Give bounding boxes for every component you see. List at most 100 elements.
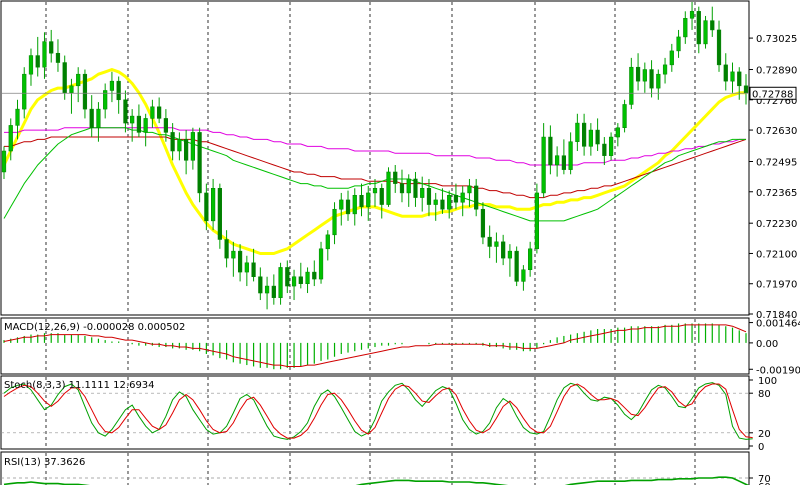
candle [743, 74, 749, 105]
candle-body [76, 73, 81, 87]
candle [440, 188, 445, 214]
candle-body [629, 66, 634, 105]
candle [271, 274, 276, 305]
candle-body [575, 122, 580, 142]
candle-body [1, 150, 7, 173]
candle [224, 230, 229, 268]
candle [595, 118, 600, 152]
candle [534, 183, 539, 254]
candle [413, 171, 418, 207]
candle [676, 29, 681, 58]
candle [426, 178, 432, 217]
macd-tick-label: 0.001464 [756, 319, 800, 330]
rsi-title: RSI(13) 37.3626 [4, 457, 85, 468]
candle-body [157, 106, 162, 119]
candle-body [184, 139, 189, 161]
candle-body [514, 250, 519, 282]
candle [555, 146, 560, 177]
candle-body [460, 192, 465, 203]
candle-body [669, 50, 674, 66]
candle [629, 57, 634, 110]
candle [258, 267, 263, 301]
candle-body [35, 55, 40, 68]
candle [184, 130, 189, 175]
candle-body [413, 178, 418, 198]
candle-body [264, 285, 270, 294]
candle-body [501, 241, 506, 259]
candle [723, 53, 728, 91]
candle [345, 190, 351, 221]
candle-body [312, 271, 317, 280]
rsi-panel: RSI(13) 37.3626 7060 [0, 451, 771, 485]
candle-body [339, 199, 344, 210]
stoch-panel-frame [0, 375, 750, 450]
candle [130, 109, 135, 142]
price-axis: 0.73025 0.72890 0.72760 0.72630 0.72495 0.723… [749, 34, 797, 321]
candle-body [143, 118, 148, 133]
candle-body [676, 36, 681, 52]
candle [528, 241, 533, 277]
candle [217, 183, 222, 249]
rsi-tick-label: 60 [758, 482, 771, 485]
candle [635, 53, 641, 91]
candle [109, 71, 115, 103]
stoch-title: Stoch(8,3,3) 11.1111 12.6934 [4, 380, 155, 391]
candle-body [393, 171, 398, 184]
candle [96, 102, 101, 142]
candle [622, 99, 627, 133]
stoch-level-lines [1, 392, 749, 434]
candle-body [271, 285, 276, 298]
candle-body [743, 85, 749, 94]
ma-line-0 [2, 68, 746, 255]
candle [339, 192, 344, 226]
candle [82, 69, 88, 119]
candle [318, 241, 324, 284]
macd-title: MACD(12,26,9) -0.000028 0.000502 [4, 322, 185, 333]
candle-body [89, 108, 94, 128]
candle [602, 137, 607, 165]
macd-histogram [3, 323, 747, 370]
candle [420, 176, 425, 212]
candle [467, 178, 472, 207]
candle-body [237, 250, 243, 273]
candle-body [399, 183, 405, 194]
candle [190, 127, 195, 170]
candle [291, 269, 297, 301]
candle [49, 29, 54, 63]
candle-body [662, 64, 668, 75]
candle-body [190, 132, 195, 161]
candle [143, 113, 148, 147]
candle [298, 262, 303, 289]
candle-body [291, 276, 297, 287]
stoch-line-1 [3, 383, 753, 439]
candle [197, 127, 202, 203]
rsi-tick-label: 70 [758, 474, 771, 485]
stoch-axis: 100 80 20 0 [749, 376, 777, 453]
price-tick-label: 0.71970 [756, 280, 797, 291]
stoch-tick-label: 20 [758, 429, 771, 440]
candle-body [123, 99, 128, 124]
candle [494, 232, 499, 263]
candle [15, 99, 20, 140]
main-price-panel: 0.73025 0.72890 0.72760 0.72630 0.72495 0.723… [0, 0, 797, 321]
candle [716, 20, 722, 72]
candle-body [453, 195, 459, 203]
rsi-lines [3, 476, 750, 485]
candle [359, 183, 364, 217]
rsi-axis: 7060 [749, 474, 771, 485]
candle-body [467, 185, 472, 194]
candle-body [561, 155, 566, 170]
candle [548, 125, 553, 175]
candle [588, 123, 593, 156]
candle-body [595, 129, 600, 145]
candle-body [420, 188, 425, 198]
candle [264, 276, 270, 310]
candle [460, 185, 465, 217]
candle-body [379, 188, 384, 205]
candle-body [555, 155, 560, 166]
candle [507, 244, 513, 277]
candle-body [116, 80, 121, 101]
candle-body [683, 18, 688, 38]
candle [730, 62, 735, 93]
